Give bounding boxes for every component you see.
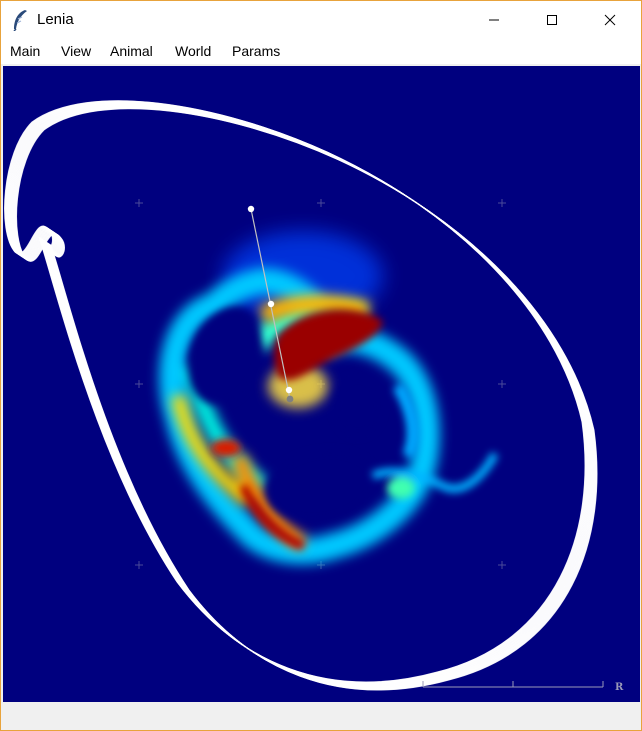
menu-main[interactable]: Main xyxy=(10,43,41,59)
maximize-button[interactable] xyxy=(529,1,575,39)
menu-world[interactable]: World xyxy=(175,43,212,59)
menu-params[interactable]: Params xyxy=(232,43,281,59)
menu-bar: Main View Animal World Params xyxy=(1,39,641,64)
trajectory-point-mid xyxy=(267,300,275,308)
simulation-svg: R xyxy=(4,100,624,693)
trajectory-point-end xyxy=(285,386,293,394)
menu-animal[interactable]: Animal xyxy=(110,43,153,59)
simulation-canvas[interactable]: R xyxy=(3,66,640,702)
scale-bar xyxy=(422,681,604,688)
title-bar[interactable]: Lenia xyxy=(1,1,641,39)
scale-bar-label: R xyxy=(615,682,624,693)
feather-icon xyxy=(13,10,27,31)
lenia-creature xyxy=(159,231,499,565)
close-icon xyxy=(604,14,616,26)
centroid-marker xyxy=(286,395,294,403)
trajectory-point-start xyxy=(247,205,255,213)
velocity-indicator xyxy=(247,205,294,403)
close-button[interactable] xyxy=(587,1,633,39)
minimize-button[interactable] xyxy=(471,1,517,39)
window-title: Lenia xyxy=(37,11,74,28)
trajectory-loop xyxy=(4,100,598,691)
maximize-icon xyxy=(547,15,557,25)
minimize-icon xyxy=(489,19,499,21)
menu-view[interactable]: View xyxy=(61,43,92,59)
status-bar xyxy=(1,703,641,730)
trajectory-line xyxy=(16,108,598,691)
